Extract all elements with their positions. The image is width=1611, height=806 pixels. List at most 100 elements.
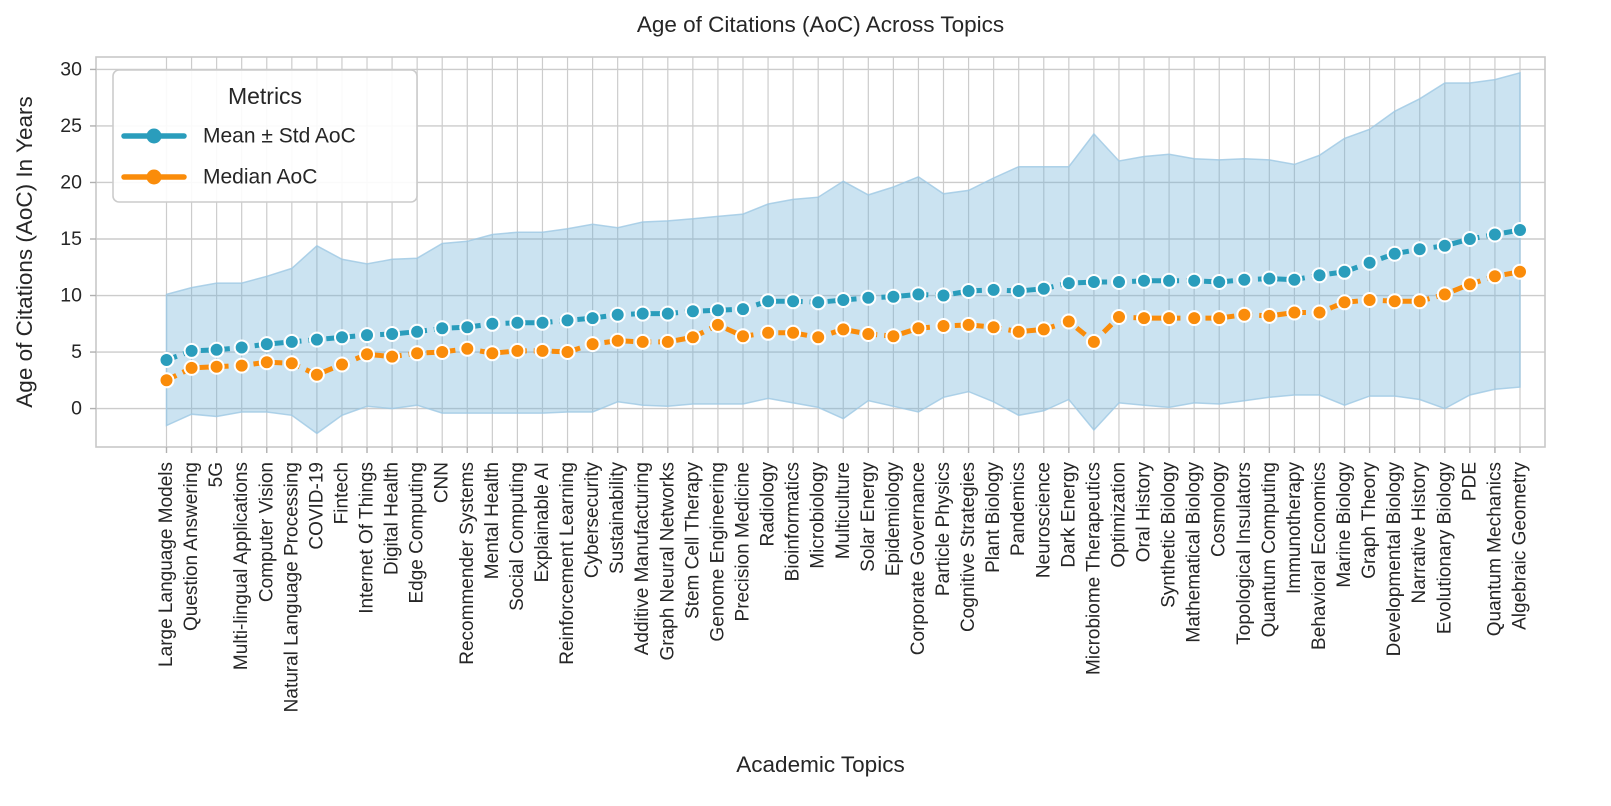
legend-marker-dot xyxy=(146,169,162,185)
mean-point xyxy=(409,323,426,340)
x-tick-label: Corporate Governance xyxy=(908,462,929,655)
median-point xyxy=(1136,310,1152,327)
y-axis-label: Age of Citations (AoC) In Years xyxy=(12,96,37,407)
y-tick-label: 20 xyxy=(60,171,82,193)
y-tick-label: 30 xyxy=(60,58,82,80)
mean-point xyxy=(1161,272,1178,289)
legend-entry-label: Median AoC xyxy=(203,166,317,189)
x-tick-label: Computer Vision xyxy=(256,462,277,602)
mean-point xyxy=(634,305,651,322)
median-point xyxy=(233,357,250,374)
median-point xyxy=(1311,304,1328,321)
x-tick-label: Quantum Mechanics xyxy=(1484,462,1505,636)
median-point xyxy=(509,342,526,359)
x-tick-label: Marine Biology xyxy=(1334,462,1355,588)
x-tick-label: Digital Health xyxy=(382,462,403,575)
mean-point xyxy=(1136,272,1152,289)
x-tick-label: Quantum Computing xyxy=(1259,462,1280,637)
mean-point xyxy=(885,288,902,305)
mean-point xyxy=(735,301,751,318)
x-tick-label: Natural Language Processing xyxy=(281,462,302,712)
mean-point xyxy=(1010,283,1027,299)
y-tick-label: 15 xyxy=(60,228,82,250)
x-tick-label: Bioinformatics xyxy=(783,462,804,581)
mean-point xyxy=(384,326,401,342)
median-point xyxy=(1236,306,1253,323)
mean-point xyxy=(584,310,601,327)
mean-point xyxy=(334,329,350,346)
median-point xyxy=(1085,333,1102,350)
x-tick-label: CNN xyxy=(432,462,453,503)
y-tick-label: 10 xyxy=(60,285,82,307)
median-point xyxy=(1361,292,1378,308)
median-point xyxy=(1186,310,1203,327)
mean-point xyxy=(1461,231,1478,247)
mean-point xyxy=(960,283,977,299)
mean-point xyxy=(233,339,250,356)
x-tick-label: Behavioral Economics xyxy=(1309,462,1330,650)
mean-point xyxy=(684,303,701,320)
mean-point xyxy=(1386,245,1403,262)
x-tick-label: Graph Theory xyxy=(1359,462,1380,579)
median-point xyxy=(1411,293,1428,310)
legend-entry-label: Mean ± Std AoC xyxy=(203,125,356,148)
median-point xyxy=(1161,310,1178,327)
y-tick-label: 0 xyxy=(71,398,82,420)
x-tick-label: Algebraic Geometry xyxy=(1510,462,1531,630)
median-point xyxy=(258,354,275,371)
x-tick-label: Additive Manufacturing xyxy=(632,462,653,655)
median-point xyxy=(334,356,350,373)
x-tick-label: Sustainability xyxy=(607,462,628,574)
x-tick-label: Reinforcement Learning xyxy=(557,462,578,665)
x-tick-label: PDE xyxy=(1459,462,1480,501)
median-point xyxy=(735,328,751,345)
mean-point xyxy=(860,289,877,306)
x-tick-label: Pandemics xyxy=(1008,462,1029,556)
legend-title: Metrics xyxy=(228,83,302,109)
x-tick-label: Internet Of Things xyxy=(357,462,378,614)
median-point xyxy=(709,316,726,333)
mean-point xyxy=(760,293,777,310)
x-tick-label: Fintech xyxy=(332,462,353,524)
mean-point xyxy=(1060,275,1077,292)
median-point xyxy=(1461,276,1478,293)
median-point xyxy=(1336,294,1353,311)
median-point xyxy=(985,319,1002,336)
median-point xyxy=(409,345,426,362)
std-band xyxy=(165,71,1521,435)
x-tick-label: Graph Neural Networks xyxy=(657,462,678,661)
mean-point xyxy=(1085,274,1102,290)
median-point xyxy=(634,333,651,350)
mean-point xyxy=(1436,237,1453,254)
x-tick-label: Dark Energy xyxy=(1058,462,1079,568)
mean-point xyxy=(709,302,726,319)
x-tick-label: Solar Energy xyxy=(858,462,879,572)
legend: Metrics Mean ± Std AoC Median AoC xyxy=(112,69,418,203)
median-point xyxy=(1286,304,1303,321)
median-point xyxy=(283,355,300,372)
x-tick-label: Oral History xyxy=(1134,462,1155,563)
y-tick-labels: 0 5 10 15 20 25 30 xyxy=(60,58,82,419)
mean-point xyxy=(835,292,852,308)
x-tick-label: Synthetic Biology xyxy=(1159,462,1180,608)
mean-point xyxy=(1186,272,1203,289)
mean-point xyxy=(283,333,300,350)
mean-point xyxy=(1211,274,1228,290)
median-point xyxy=(659,333,676,350)
mean-point xyxy=(1486,226,1503,243)
mean-point xyxy=(1311,267,1328,284)
x-tick-label: Developmental Biology xyxy=(1384,462,1405,657)
x-tick-label: Microbiology xyxy=(808,462,829,569)
mean-point xyxy=(785,293,802,310)
x-tick-label: Narrative History xyxy=(1409,462,1430,604)
mean-point xyxy=(308,331,325,348)
median-point xyxy=(1261,307,1278,324)
median-point xyxy=(684,329,701,346)
x-tick-label: Edge Computing xyxy=(407,462,428,604)
x-tick-label: Genome Engineering xyxy=(707,462,728,642)
median-point xyxy=(158,372,175,389)
mean-point xyxy=(659,305,676,322)
mean-point xyxy=(1336,263,1353,280)
